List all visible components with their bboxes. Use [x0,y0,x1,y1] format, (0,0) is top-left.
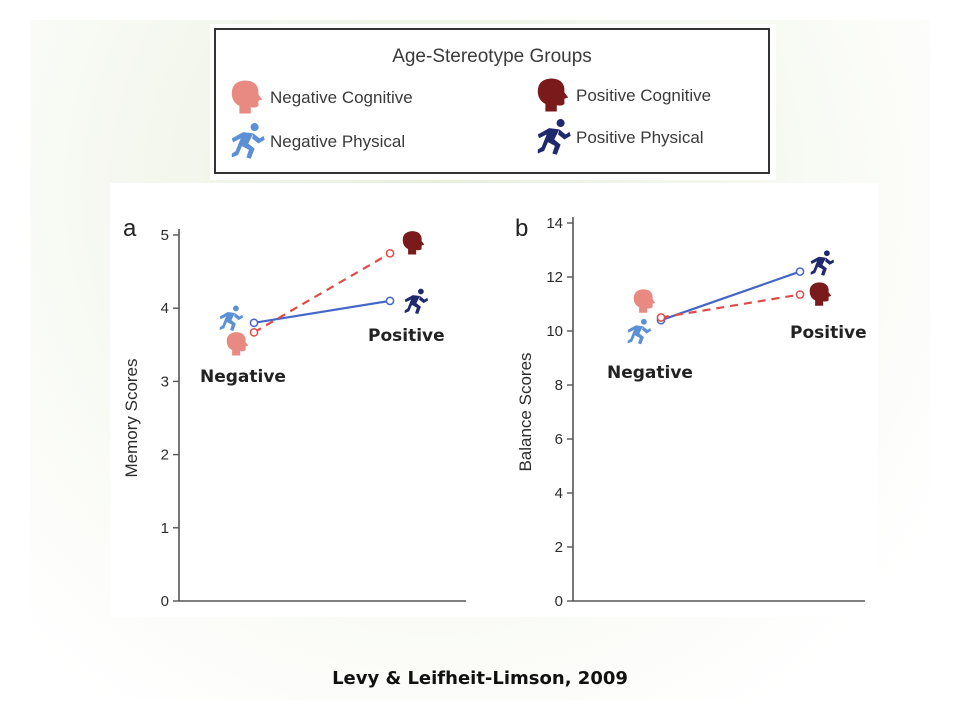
y-tick-label: 4 [161,300,169,317]
legend-label: Negative Physical [270,132,406,151]
cognitive-series-line [660,293,801,319]
legend-title: Age-Stereotype Groups [392,46,592,67]
head-icon [537,78,569,112]
y-tick-label: 0 [555,593,563,610]
legend-panel: Age-Stereotype Groups Negative Cognitive… [210,24,776,180]
y-tick-label: 2 [161,447,169,464]
cognitive-series-line [253,252,391,334]
cognitive-point-positive [795,290,805,299]
head-icon [231,80,263,114]
runner-body-shape [219,312,236,331]
category-label-negative: Negative [607,363,693,383]
runner-head-shape [641,318,647,325]
runner-arm-shape [642,326,652,334]
y-axis-title: Balance Scores [516,352,535,471]
runner-icon [219,305,244,331]
y-tick-label: 12 [546,269,563,286]
runner-head-shape [824,250,830,257]
y-tick-label: 10 [546,323,563,340]
runner-icon [404,288,429,314]
y-tick-label: 5 [161,227,169,244]
y-tick-label: 6 [555,431,563,448]
legend-label: Negative Cognitive [270,88,413,107]
y-tick-label: 4 [555,485,563,502]
legend: Age-Stereotype Groups Negative Cognitive… [214,28,770,174]
runner-arm-shape [825,257,835,265]
cognitive-point-negative [249,328,259,337]
category-label-positive: Positive [790,323,867,343]
head-icon [402,231,425,255]
physical-point-negative [249,318,259,328]
y-tick-label: 2 [555,539,563,556]
runner-icon [627,318,652,345]
physical-point-positive [385,296,395,306]
category-label-negative: Negative [200,367,286,387]
y-tick-label: 1 [161,520,169,537]
runner-head-shape [233,305,239,312]
y-axis-title: Memory Scores [122,358,141,477]
runner-body-shape [627,325,644,345]
physical-series-line [253,299,391,324]
cognitive-point-negative [656,313,666,322]
runner-icon [810,250,835,276]
physical-series-line [660,270,801,322]
runner-body-shape [810,256,827,276]
panel-letter: b [515,215,528,242]
y-tick-label: 0 [161,593,169,610]
y-tick-label: 14 [546,215,563,232]
head-icon [633,289,656,313]
runner-arm-shape [234,312,244,321]
y-tick-label: 8 [555,377,563,394]
head-icon [809,282,832,306]
runner-icon [537,119,571,155]
head-icon [226,332,249,356]
runner-body-shape [404,295,421,314]
runner-head-shape [418,288,424,295]
physical-point-positive [795,267,805,276]
runner-arm-shape [419,295,429,304]
panel-letter: a [123,215,137,242]
charts-panel: 0 1 2 3 4 5 Memory Scores a Negative Positive 0 2 4 6… [110,183,878,617]
citation: Levy & Leifheit-Limson, 2009 [332,668,628,689]
legend-label: Positive Cognitive [576,86,712,105]
cognitive-point-positive [385,248,395,258]
y-tick-label: 3 [161,373,169,390]
legend-label: Positive Physical [576,128,704,147]
category-label-positive: Positive [368,326,445,346]
runner-icon [231,123,265,159]
